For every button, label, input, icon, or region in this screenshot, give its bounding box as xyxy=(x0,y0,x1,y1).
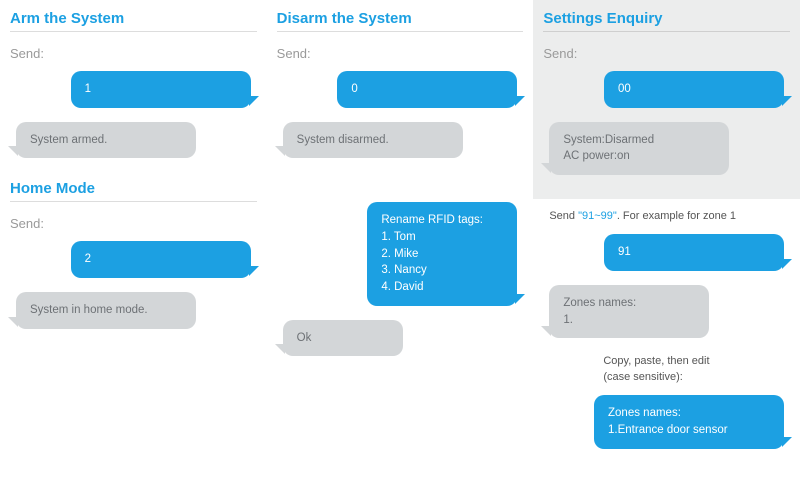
msg-sent-arm: 1 xyxy=(71,71,251,108)
send-label: Send: xyxy=(277,46,524,61)
send-label: Send: xyxy=(10,46,257,61)
column-arm-home: Arm the System Send: 1 System armed. Hom… xyxy=(0,0,267,500)
msg-reply-zone: Zones names: 1. xyxy=(549,285,709,338)
msg-sent-zone: 91 xyxy=(604,234,784,271)
section-arm: Arm the System Send: 1 System armed. xyxy=(10,10,257,172)
note-pre: Send xyxy=(549,210,578,222)
section-zones: 91 Zones names: 1. Copy, paste, then edi… xyxy=(543,234,790,462)
send-label: Send: xyxy=(543,46,790,61)
msg-sent-home: 2 xyxy=(71,241,251,278)
section-rfid: Rename RFID tags: 1. Tom 2. Mike 3. Nanc… xyxy=(277,202,524,370)
msg-reply-disarm: System disarmed. xyxy=(283,122,463,159)
section-home: Home Mode Send: 2 System in home mode. xyxy=(10,180,257,342)
section-disarm: Disarm the System Send: 0 System disarme… xyxy=(277,10,524,172)
column-settings: Settings Enquiry Send: 00 System:Disarme… xyxy=(533,0,800,500)
msg-reply-arm: System armed. xyxy=(16,122,196,159)
msg-sent-settings: 00 xyxy=(604,71,784,108)
section-settings-enquiry: Settings Enquiry Send: 00 System:Disarme… xyxy=(533,0,800,199)
note-hl: "91~99" xyxy=(578,210,617,222)
msg-reply-rfid: Ok xyxy=(283,320,403,357)
msg-reply-home: System in home mode. xyxy=(16,292,196,329)
send-label: Send: xyxy=(10,216,257,231)
divider xyxy=(10,201,257,202)
column-disarm-rfid: Disarm the System Send: 0 System disarme… xyxy=(267,0,534,500)
divider xyxy=(543,31,790,32)
note-zone-range: Send "91~99". For example for zone 1 xyxy=(549,209,790,224)
msg-sent-rfid: Rename RFID tags: 1. Tom 2. Mike 3. Nanc… xyxy=(367,202,517,305)
divider xyxy=(277,31,524,32)
title-disarm: Disarm the System xyxy=(277,10,524,27)
msg-sent-zone-edit: Zones names: 1.Entrance door sensor xyxy=(594,395,784,448)
note-copy-paste: Copy, paste, then edit (case sensitive): xyxy=(603,354,790,385)
note-post: . For example for zone 1 xyxy=(617,210,736,222)
msg-reply-settings: System:Disarmed AC power:on xyxy=(549,122,729,175)
title-home: Home Mode xyxy=(10,180,257,197)
msg-sent-disarm: 0 xyxy=(337,71,517,108)
title-settings: Settings Enquiry xyxy=(543,10,790,27)
title-arm: Arm the System xyxy=(10,10,257,27)
divider xyxy=(10,31,257,32)
